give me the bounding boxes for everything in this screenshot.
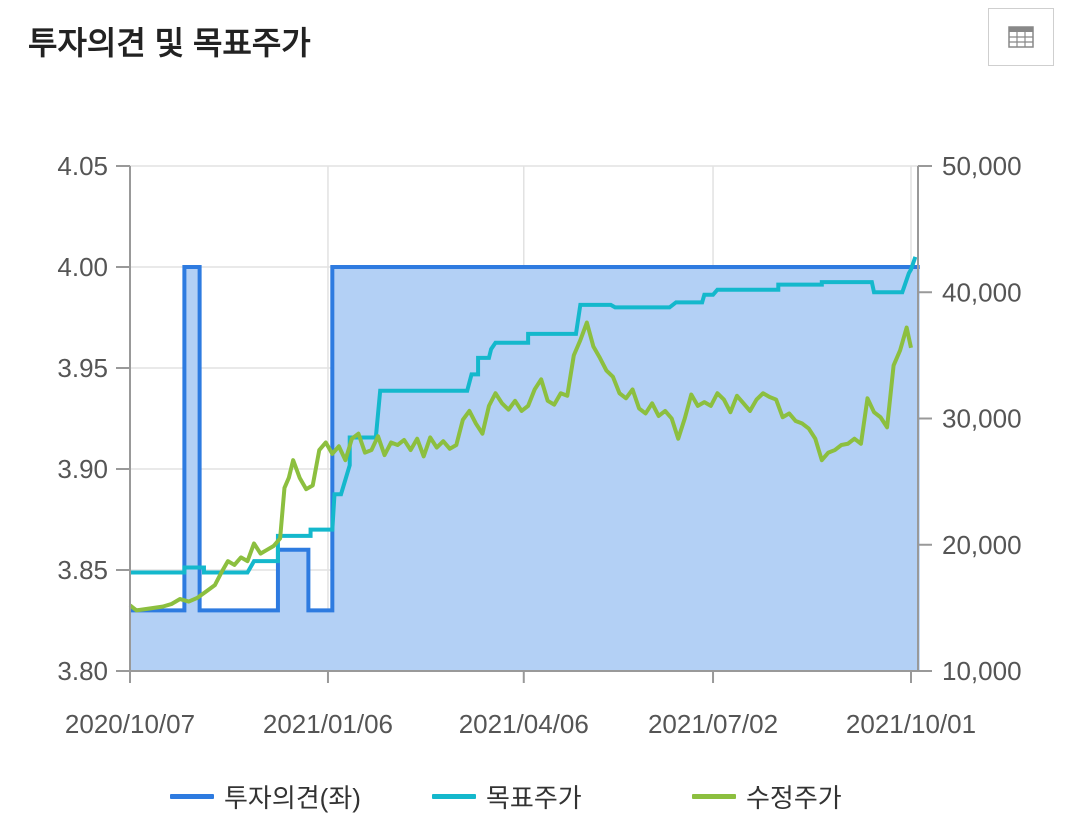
right-tick-label: 30,000 bbox=[942, 404, 1022, 434]
opinion-line bbox=[130, 265, 920, 613]
target-price-line bbox=[130, 256, 918, 575]
legend-swatch-target bbox=[432, 794, 476, 799]
legend-label-price: 수정주가 bbox=[746, 783, 842, 813]
legend-item-price[interactable]: 수정주가 bbox=[692, 778, 842, 815]
left-tick-label: 3.80 bbox=[57, 656, 108, 686]
adjusted-price-line bbox=[128, 320, 913, 613]
table-view-button[interactable] bbox=[988, 8, 1054, 66]
left-tick-label: 3.90 bbox=[57, 454, 108, 484]
left-tick-label: 3.85 bbox=[57, 555, 108, 585]
legend-swatch-opinion bbox=[170, 794, 214, 799]
chart-area: 3.80 3.85 3.90 3.95 4.00 4.05 10,000 20,000 30,0… bbox=[57, 151, 1021, 739]
right-tick-label: 50,000 bbox=[942, 151, 1022, 181]
right-tick-label: 10,000 bbox=[942, 656, 1022, 686]
x-tick-label: 2020/10/07 bbox=[65, 709, 195, 739]
right-tick-label: 40,000 bbox=[942, 277, 1022, 307]
x-tick-label: 2021/04/06 bbox=[459, 709, 589, 739]
legend: 투자의견(좌) 목표주가 수정주가 bbox=[0, 778, 1080, 822]
legend-item-opinion[interactable]: 투자의견(좌) bbox=[170, 778, 361, 815]
table-icon bbox=[1008, 26, 1034, 48]
legend-label-target: 목표주가 bbox=[486, 783, 582, 813]
left-tick-label: 3.95 bbox=[57, 353, 108, 383]
x-tick-label: 2021/07/02 bbox=[648, 709, 778, 739]
legend-item-target[interactable]: 목표주가 bbox=[432, 778, 582, 815]
series-layer bbox=[128, 256, 920, 671]
left-tick-label: 4.05 bbox=[57, 151, 108, 181]
left-tick-label: 4.00 bbox=[57, 252, 108, 282]
x-tick-label: 2021/10/01 bbox=[846, 709, 976, 739]
legend-label-opinion: 투자의견(좌) bbox=[224, 783, 361, 813]
axes: 3.80 3.85 3.90 3.95 4.00 4.05 10,000 20,000 30,0… bbox=[57, 151, 1021, 739]
x-tick-label: 2021/01/06 bbox=[263, 709, 393, 739]
right-tick-label: 20,000 bbox=[942, 530, 1022, 560]
legend-swatch-price bbox=[692, 794, 736, 799]
chart-title: 투자의견 및 목표주가 bbox=[28, 25, 311, 61]
opinion-area bbox=[130, 267, 920, 671]
